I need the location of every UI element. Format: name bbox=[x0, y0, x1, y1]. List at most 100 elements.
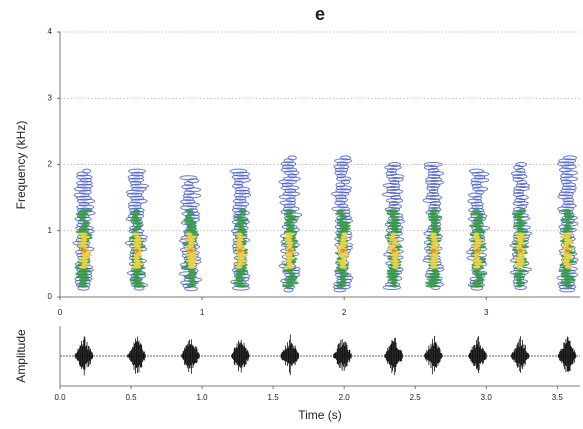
energy bbox=[232, 183, 244, 189]
energy bbox=[389, 215, 396, 219]
energy bbox=[474, 227, 484, 231]
energy bbox=[285, 281, 299, 285]
energy bbox=[386, 275, 399, 279]
energy bbox=[335, 185, 352, 191]
energy bbox=[81, 262, 90, 266]
energy bbox=[428, 204, 440, 209]
energy bbox=[184, 221, 197, 225]
energy bbox=[561, 244, 569, 248]
energy bbox=[186, 244, 195, 248]
x-tick-label: 3 bbox=[484, 308, 489, 317]
energy bbox=[425, 281, 439, 285]
energy bbox=[340, 155, 351, 161]
energy bbox=[386, 189, 404, 194]
energy bbox=[391, 241, 399, 245]
energy bbox=[130, 180, 142, 186]
y-tick-label: 4 bbox=[48, 27, 53, 36]
y-tick-label: 0 bbox=[48, 292, 53, 301]
energy bbox=[284, 238, 293, 242]
energy bbox=[235, 278, 245, 282]
energy bbox=[233, 224, 245, 228]
energy bbox=[181, 184, 195, 190]
energy bbox=[79, 218, 86, 222]
energy bbox=[473, 272, 488, 276]
energy bbox=[236, 221, 247, 225]
energy bbox=[237, 248, 243, 253]
energy bbox=[78, 278, 91, 282]
energy bbox=[183, 190, 195, 196]
energy bbox=[187, 178, 200, 184]
energy bbox=[235, 238, 244, 242]
energy bbox=[187, 227, 197, 231]
energy bbox=[76, 241, 89, 245]
energy bbox=[560, 179, 572, 185]
energy bbox=[132, 221, 142, 225]
energy bbox=[284, 232, 295, 236]
energy bbox=[467, 198, 483, 204]
energy bbox=[514, 262, 526, 266]
energy bbox=[183, 275, 197, 279]
energy bbox=[232, 204, 247, 210]
syllable bbox=[556, 155, 579, 293]
energy bbox=[427, 171, 445, 176]
energy bbox=[234, 201, 250, 207]
energy bbox=[131, 171, 144, 177]
energy bbox=[132, 256, 140, 260]
energy bbox=[234, 241, 243, 245]
energy bbox=[471, 204, 484, 210]
energy bbox=[562, 232, 575, 236]
energy bbox=[75, 275, 90, 279]
energy bbox=[129, 278, 143, 282]
energy bbox=[560, 218, 570, 222]
energy bbox=[285, 256, 296, 260]
energy bbox=[233, 192, 252, 198]
energy bbox=[513, 189, 524, 194]
energy bbox=[336, 176, 352, 182]
energy bbox=[132, 284, 146, 288]
energy bbox=[516, 284, 523, 288]
syllable bbox=[178, 175, 203, 292]
energy bbox=[236, 235, 246, 239]
energy bbox=[341, 232, 348, 236]
energy bbox=[337, 259, 347, 263]
energy bbox=[473, 241, 484, 245]
energy bbox=[187, 272, 197, 276]
energy bbox=[185, 215, 192, 219]
energy bbox=[426, 192, 440, 197]
energy bbox=[339, 272, 350, 276]
energy bbox=[132, 272, 146, 276]
energy bbox=[516, 180, 528, 185]
y-axis-label: Frequency (kHz) bbox=[14, 121, 28, 210]
energy bbox=[385, 198, 404, 203]
energy bbox=[337, 218, 344, 222]
energy bbox=[511, 212, 524, 216]
energy bbox=[335, 212, 346, 216]
energy bbox=[561, 164, 577, 170]
energy bbox=[381, 192, 401, 197]
energy bbox=[516, 218, 523, 222]
energy bbox=[335, 188, 352, 194]
energy bbox=[127, 201, 142, 207]
energy bbox=[516, 227, 524, 231]
energy bbox=[517, 209, 527, 213]
energy bbox=[560, 188, 576, 194]
energy bbox=[510, 171, 526, 176]
burst bbox=[510, 336, 530, 373]
energy bbox=[472, 186, 489, 192]
energy bbox=[516, 278, 523, 282]
energy bbox=[516, 221, 528, 225]
energy bbox=[515, 244, 523, 248]
energy bbox=[129, 212, 141, 216]
energy bbox=[78, 227, 90, 231]
energy bbox=[133, 209, 141, 213]
energy bbox=[286, 275, 299, 279]
energy bbox=[183, 218, 195, 222]
energy bbox=[563, 224, 571, 228]
energy bbox=[128, 204, 142, 210]
energy bbox=[514, 198, 526, 203]
energy bbox=[238, 227, 246, 231]
energy bbox=[517, 253, 525, 257]
energy bbox=[132, 238, 144, 242]
energy bbox=[132, 227, 141, 231]
energy bbox=[565, 221, 574, 225]
